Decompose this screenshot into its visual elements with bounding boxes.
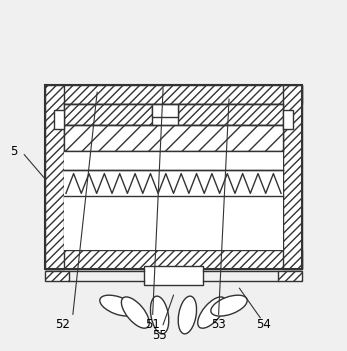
Bar bbox=[45, 271, 69, 281]
Bar bbox=[144, 266, 203, 285]
Bar bbox=[152, 104, 178, 117]
Bar bbox=[278, 271, 302, 281]
Bar bbox=[283, 110, 293, 129]
Bar bbox=[45, 250, 302, 269]
Text: 54: 54 bbox=[256, 318, 271, 331]
Bar bbox=[64, 125, 283, 151]
Bar bbox=[64, 197, 283, 250]
Bar bbox=[178, 104, 283, 125]
Ellipse shape bbox=[198, 297, 226, 328]
Ellipse shape bbox=[151, 296, 169, 334]
Ellipse shape bbox=[211, 295, 247, 316]
Text: 51: 51 bbox=[145, 318, 160, 331]
Bar bbox=[54, 110, 64, 129]
Ellipse shape bbox=[178, 296, 196, 334]
Bar bbox=[64, 104, 283, 250]
Bar bbox=[45, 85, 64, 269]
Text: 5: 5 bbox=[10, 145, 18, 158]
Text: 52: 52 bbox=[55, 318, 70, 331]
Text: 55: 55 bbox=[152, 329, 167, 342]
Ellipse shape bbox=[121, 297, 149, 328]
Bar bbox=[45, 85, 302, 269]
Bar bbox=[64, 104, 152, 125]
Bar bbox=[64, 151, 283, 171]
Bar bbox=[283, 85, 302, 269]
Bar bbox=[45, 85, 302, 104]
Bar bbox=[64, 171, 283, 197]
Text: 53: 53 bbox=[211, 318, 226, 331]
Ellipse shape bbox=[100, 295, 136, 316]
